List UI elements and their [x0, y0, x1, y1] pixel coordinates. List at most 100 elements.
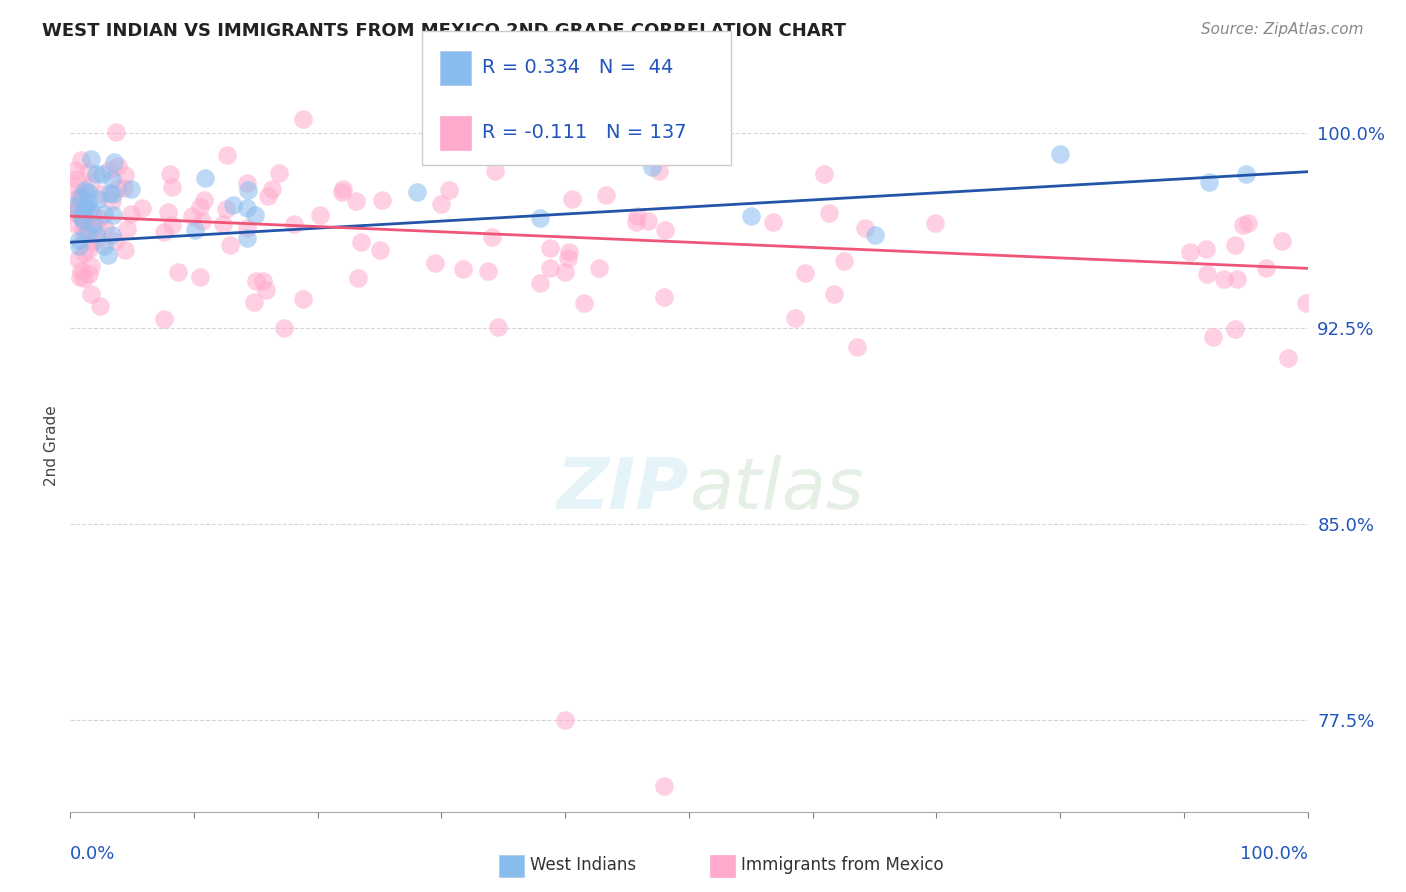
- Point: [72, 222, 94, 236]
- Point: [66, 252, 89, 267]
- Point: [77, 194, 100, 209]
- Point: [924, 215, 946, 229]
- Point: [191, 214, 214, 228]
- Point: [66, 201, 89, 215]
- Point: [217, 147, 239, 161]
- Point: [67, 189, 90, 203]
- Point: [1271, 234, 1294, 248]
- Point: [94, 221, 117, 235]
- Point: [153, 225, 176, 239]
- Point: [236, 176, 259, 190]
- Point: [80, 235, 103, 249]
- Point: [813, 168, 835, 182]
- Text: 0.0%: 0.0%: [70, 845, 115, 863]
- Point: [76, 227, 98, 241]
- Point: [423, 256, 446, 270]
- Point: [114, 243, 136, 257]
- Point: [107, 181, 129, 195]
- Point: [160, 218, 183, 232]
- Point: [89, 299, 111, 313]
- Point: [84, 167, 107, 181]
- Point: [93, 207, 115, 221]
- Point: [641, 160, 664, 174]
- Point: [1234, 168, 1257, 182]
- Point: [437, 184, 460, 198]
- Text: Immigrants from Mexico: Immigrants from Mexico: [741, 856, 943, 874]
- Point: [332, 182, 354, 196]
- Point: [557, 251, 579, 265]
- Text: R = 0.334   N =  44: R = 0.334 N = 44: [482, 58, 673, 78]
- Point: [67, 239, 90, 253]
- Point: [73, 246, 96, 260]
- Point: [103, 234, 125, 248]
- Point: [451, 261, 474, 276]
- Text: Source: ZipAtlas.com: Source: ZipAtlas.com: [1201, 22, 1364, 37]
- Point: [63, 199, 86, 213]
- Point: [529, 277, 551, 291]
- Point: [588, 260, 610, 275]
- Point: [82, 218, 104, 232]
- Point: [70, 264, 93, 278]
- Point: [236, 221, 259, 235]
- Point: [538, 261, 561, 276]
- Point: [84, 227, 107, 241]
- Point: [561, 192, 583, 206]
- Point: [1232, 218, 1254, 232]
- Point: [101, 228, 124, 243]
- Point: [1212, 272, 1234, 286]
- Point: [82, 209, 104, 223]
- Point: [67, 233, 90, 247]
- Point: [77, 164, 100, 178]
- Point: [72, 212, 94, 227]
- Point: [153, 312, 176, 326]
- Point: [273, 320, 295, 334]
- Point: [260, 182, 283, 196]
- Point: [93, 239, 115, 253]
- Point: [652, 779, 675, 793]
- Point: [79, 152, 101, 166]
- Point: [91, 187, 114, 202]
- Text: R = -0.111   N = 137: R = -0.111 N = 137: [482, 123, 688, 143]
- Point: [73, 183, 96, 197]
- Point: [120, 182, 142, 196]
- Point: [193, 193, 215, 207]
- Point: [846, 340, 869, 354]
- Point: [1195, 242, 1218, 256]
- Point: [654, 223, 676, 237]
- Point: [72, 214, 94, 228]
- Point: [252, 274, 274, 288]
- Point: [73, 186, 96, 201]
- Point: [101, 208, 124, 222]
- Point: [558, 245, 581, 260]
- Point: [1225, 272, 1247, 286]
- Point: [370, 193, 392, 207]
- Point: [115, 222, 138, 236]
- Point: [349, 235, 371, 250]
- Point: [215, 202, 238, 216]
- Point: [330, 186, 353, 200]
- Point: [86, 217, 108, 231]
- Point: [69, 209, 91, 223]
- Point: [1277, 351, 1299, 365]
- Point: [832, 253, 855, 268]
- Point: [626, 209, 648, 223]
- Point: [1254, 260, 1277, 275]
- Point: [863, 228, 886, 243]
- Point: [72, 201, 94, 215]
- Text: WEST INDIAN VS IMMIGRANTS FROM MEXICO 2ND GRADE CORRELATION CHART: WEST INDIAN VS IMMIGRANTS FROM MEXICO 2N…: [42, 22, 846, 40]
- Point: [80, 177, 103, 191]
- Point: [70, 205, 93, 219]
- Point: [66, 202, 89, 216]
- Point: [236, 183, 259, 197]
- Point: [70, 153, 93, 167]
- Point: [853, 221, 876, 235]
- Point: [86, 192, 108, 206]
- Point: [87, 211, 110, 225]
- Point: [72, 226, 94, 240]
- Point: [486, 319, 509, 334]
- Point: [86, 233, 108, 247]
- Point: [194, 170, 217, 185]
- Point: [1049, 147, 1071, 161]
- Point: [79, 287, 101, 301]
- Point: [104, 124, 127, 138]
